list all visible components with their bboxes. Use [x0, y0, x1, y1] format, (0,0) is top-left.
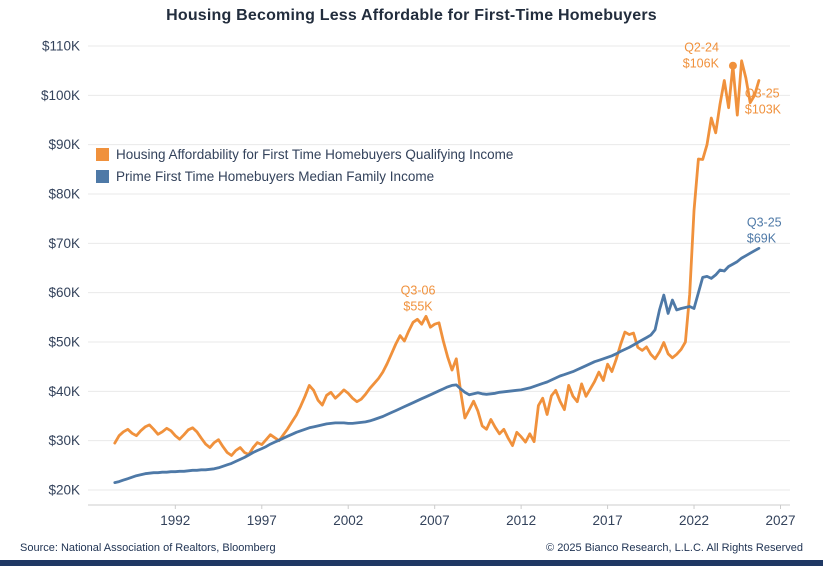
y-tick-label: $20K: [48, 483, 80, 498]
chart-footer: Source: National Association of Realtors…: [0, 542, 823, 554]
legend-label: Prime First Time Homebuyers Median Famil…: [116, 169, 435, 184]
copyright-note: © 2025 Bianco Research, L.L.C. All Right…: [546, 542, 803, 554]
y-tick-label: $110K: [42, 39, 80, 54]
y-tick-label: $60K: [48, 285, 80, 300]
x-tick-label: 2027: [765, 513, 795, 528]
bottom-accent-bar: [0, 560, 823, 566]
x-tick-label: 2017: [593, 513, 623, 528]
annotation-label: Q3-06: [401, 283, 436, 297]
peak-marker-dot: [728, 61, 737, 70]
y-tick-label: $80K: [48, 187, 80, 202]
annotation-label: Q3-25: [745, 87, 780, 101]
x-tick-label: 2012: [506, 513, 536, 528]
y-tick-label: $50K: [48, 335, 80, 350]
x-tick-label: 2002: [333, 513, 363, 528]
x-tick-label: 1997: [247, 513, 277, 528]
chart-title: Housing Becoming Less Affordable for Fir…: [166, 7, 657, 24]
series-line-0: [113, 59, 761, 457]
x-tick-label: 2007: [420, 513, 450, 528]
annotation-label: Q2-24: [684, 41, 719, 55]
annotation-label: $103K: [745, 103, 782, 117]
legend-item-qualifying-income: Housing Affordability for First Time Hom…: [96, 147, 513, 162]
y-tick-label: $30K: [48, 433, 80, 448]
annotation-label: Q3-25: [747, 215, 782, 229]
series-line-1: [113, 246, 761, 485]
annotation-label: $69K: [747, 231, 777, 245]
source-note: Source: National Association of Realtors…: [20, 542, 276, 554]
y-tick-label: $40K: [48, 384, 80, 399]
blue-series-swatch-icon: [96, 170, 109, 183]
legend-label: Housing Affordability for First Time Hom…: [116, 147, 514, 162]
chart-legend: Housing Affordability for First Time Hom…: [96, 147, 513, 184]
legend-item-median-income: Prime First Time Homebuyers Median Famil…: [96, 169, 513, 184]
annotation-label: $106K: [683, 57, 720, 71]
annotation-label: $55K: [403, 299, 433, 313]
orange-series-swatch-icon: [96, 148, 109, 161]
x-tick-label: 1992: [160, 513, 190, 528]
x-tick-label: 2022: [679, 513, 709, 528]
y-tick-label: $70K: [48, 236, 80, 251]
y-tick-label: $100K: [41, 88, 80, 103]
y-tick-label: $90K: [48, 137, 80, 152]
